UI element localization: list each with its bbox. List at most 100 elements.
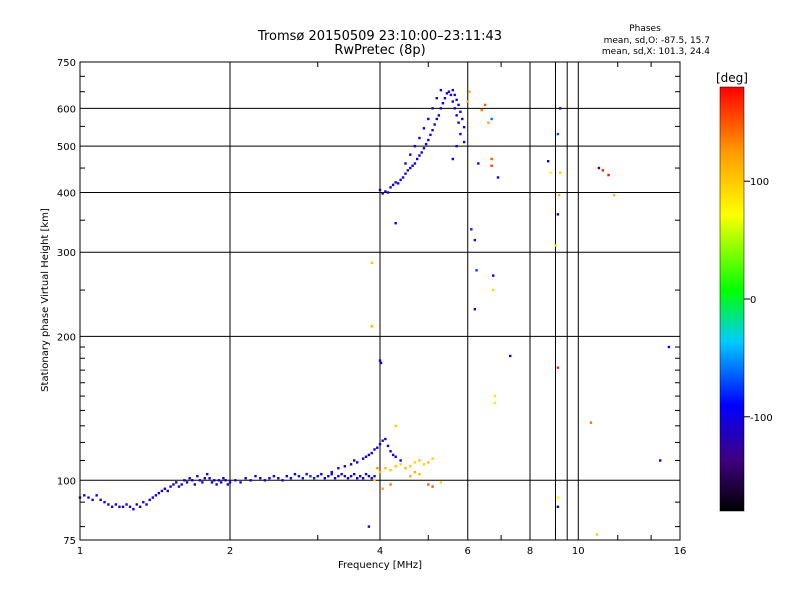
data-point [439,88,443,92]
data-point [391,453,395,457]
data-point [394,465,397,468]
data-point [658,459,662,462]
x-tick-label: 1 [77,546,83,557]
data-point [340,472,343,476]
data-point [205,472,209,476]
data-point [399,463,402,466]
data-point [559,107,562,110]
legend-line-o: mean, sd,O: -87.5, 15.7 [604,36,710,46]
title-group: Tromsø 20150509 23:10:00–23:11:43 RwPret… [257,29,502,58]
data-point [378,442,382,446]
data-point [154,494,158,497]
data-point [391,183,395,187]
data-point [226,483,230,486]
data-point [352,459,356,462]
data-point [453,93,456,97]
data-point [431,128,434,132]
data-point [107,503,110,506]
data-point [376,446,379,449]
data-point [490,164,493,167]
data-point [330,472,333,476]
data-point [378,188,382,192]
y-tick-label: 500 [57,142,76,153]
data-point [399,459,402,462]
data-point [493,401,497,405]
data-point [409,465,412,468]
data-point [213,479,216,482]
data-point [427,461,430,464]
colorbar-label: [deg] [716,71,748,85]
data-point [411,164,414,167]
data-point [293,472,297,476]
data-point [427,483,430,486]
data-point [413,162,417,165]
y-tick-label: 750 [57,58,76,69]
data-point [490,157,493,161]
legend-line-x: mean, sd,X: 101.3, 24.4 [602,47,710,57]
data-points [78,88,671,536]
data-point [422,127,426,130]
data-point [367,525,371,528]
data-point [422,147,426,150]
data-point [373,448,376,451]
data-point [389,483,392,486]
data-point [166,489,169,493]
data-point [386,444,390,448]
data-point [196,474,199,478]
data-point [422,463,426,466]
data-point [556,496,560,499]
data-point [607,173,610,177]
data-point [249,479,252,482]
data-point [138,505,142,509]
data-point [188,477,191,480]
data-point [389,468,392,472]
data-point [404,172,407,175]
x-axis-label: Frequency [MHz] [338,560,422,571]
data-point [361,477,365,480]
colorbar-gradient [719,86,745,512]
data-point [443,96,447,100]
data-point [259,477,262,480]
data-point [309,474,312,478]
data-point [142,500,145,504]
data-point [201,481,204,484]
data-point [394,181,397,184]
data-point [193,483,197,486]
y-tick-label: 75 [63,536,76,547]
data-point [394,424,397,428]
data-point [118,505,121,509]
data-point [384,437,387,441]
data-point [203,477,206,480]
data-point [597,166,601,170]
data-point [447,90,451,93]
data-point [457,121,460,124]
data-point [370,325,373,328]
data-point [490,117,493,121]
data-point [418,136,421,140]
data-point [409,153,412,156]
data-point [148,498,151,502]
data-point [404,466,407,470]
data-point [222,477,225,480]
data-point [361,457,365,460]
data-point [480,108,483,112]
y-tick-label: 100 [57,476,76,487]
data-point [281,479,284,482]
data-point [473,307,477,311]
data-point [389,186,392,189]
data-point [160,489,164,493]
data-point [554,244,557,247]
x-tick-label: 4 [377,546,383,557]
data-point [289,477,293,480]
data-point [91,498,94,502]
data-point [228,481,232,484]
plot-frame [79,61,681,541]
data-point [449,93,453,97]
data-point [487,121,490,124]
data-point [224,479,227,482]
data-point [455,114,458,117]
data-point [135,503,138,506]
data-point [451,157,455,161]
data-point [349,474,353,478]
